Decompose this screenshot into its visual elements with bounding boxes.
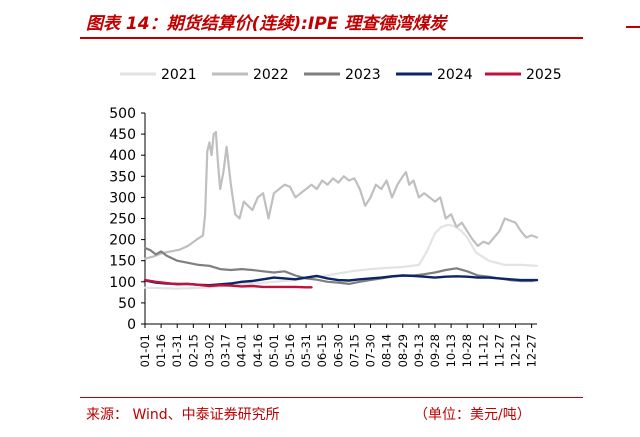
legend-label-2022: 2022: [253, 67, 289, 83]
y-tick-label: 200: [109, 233, 136, 249]
x-tick-label: 05-31: [299, 334, 313, 367]
x-tick-label: 08-29: [396, 334, 410, 367]
x-tick-label: 11-27: [492, 334, 506, 367]
y-tick-label: 500: [109, 106, 136, 122]
x-tick-label: 01-16: [154, 334, 168, 367]
y-tick-label: 150: [109, 254, 136, 270]
x-tick-label: 07-30: [364, 334, 378, 367]
x-tick-label: 12-27: [525, 334, 539, 367]
unit-note: （单位：美元/吨）: [414, 407, 531, 423]
legend-label-2021: 2021: [161, 67, 197, 83]
y-tick-label: 100: [109, 275, 136, 291]
x-tick-label: 03-02: [202, 334, 216, 367]
footer-rule: [80, 397, 583, 398]
legend-label-2024: 2024: [437, 67, 473, 83]
x-tick-label: 09-13: [412, 334, 426, 367]
x-tick-label: 12-12: [509, 334, 523, 367]
chart-title: 图表 14：期货结算价(连续):IPE 理查德湾煤炭: [86, 14, 447, 34]
x-tick-label: 06-30: [331, 334, 345, 367]
x-tick-label: 09-28: [428, 334, 442, 367]
legend-label-2023: 2023: [345, 67, 381, 83]
x-tick-label: 08-14: [380, 334, 394, 367]
x-tick-label: 10-13: [444, 334, 458, 367]
x-tick-label: 03-17: [219, 334, 233, 367]
y-tick-label: 400: [109, 148, 136, 164]
source-note: 来源： Wind、中泰证券研究所: [86, 407, 280, 423]
x-tick-label: 04-01: [235, 334, 249, 367]
legend-label-2025: 2025: [526, 67, 562, 83]
x-tick-label: 10-28: [460, 334, 474, 367]
x-tick-label: 06-15: [315, 334, 329, 367]
x-tick-label: 07-15: [347, 334, 361, 367]
title-rule: [80, 37, 583, 39]
x-tick-label: 01-31: [170, 334, 184, 367]
x-tick-label: 02-15: [186, 334, 200, 367]
y-tick-label: 0: [127, 317, 136, 333]
series-line-2025: [143, 278, 313, 289]
x-tick-label: 01-01: [138, 334, 152, 367]
x-tick-label: 05-16: [283, 334, 297, 367]
y-tick-label: 50: [118, 296, 136, 312]
y-tick-label: 350: [109, 169, 136, 185]
series-line-2022: [143, 130, 539, 260]
x-tick-label: 04-16: [251, 334, 265, 367]
x-tick-label: 11-12: [476, 334, 490, 367]
y-tick-label: 450: [109, 127, 136, 143]
x-tick-label: 05-01: [267, 334, 281, 367]
y-tick-label: 250: [109, 212, 136, 228]
series-line-2023: [143, 246, 539, 285]
edge-rule-fragment: [626, 26, 640, 28]
y-tick-label: 300: [109, 190, 136, 206]
